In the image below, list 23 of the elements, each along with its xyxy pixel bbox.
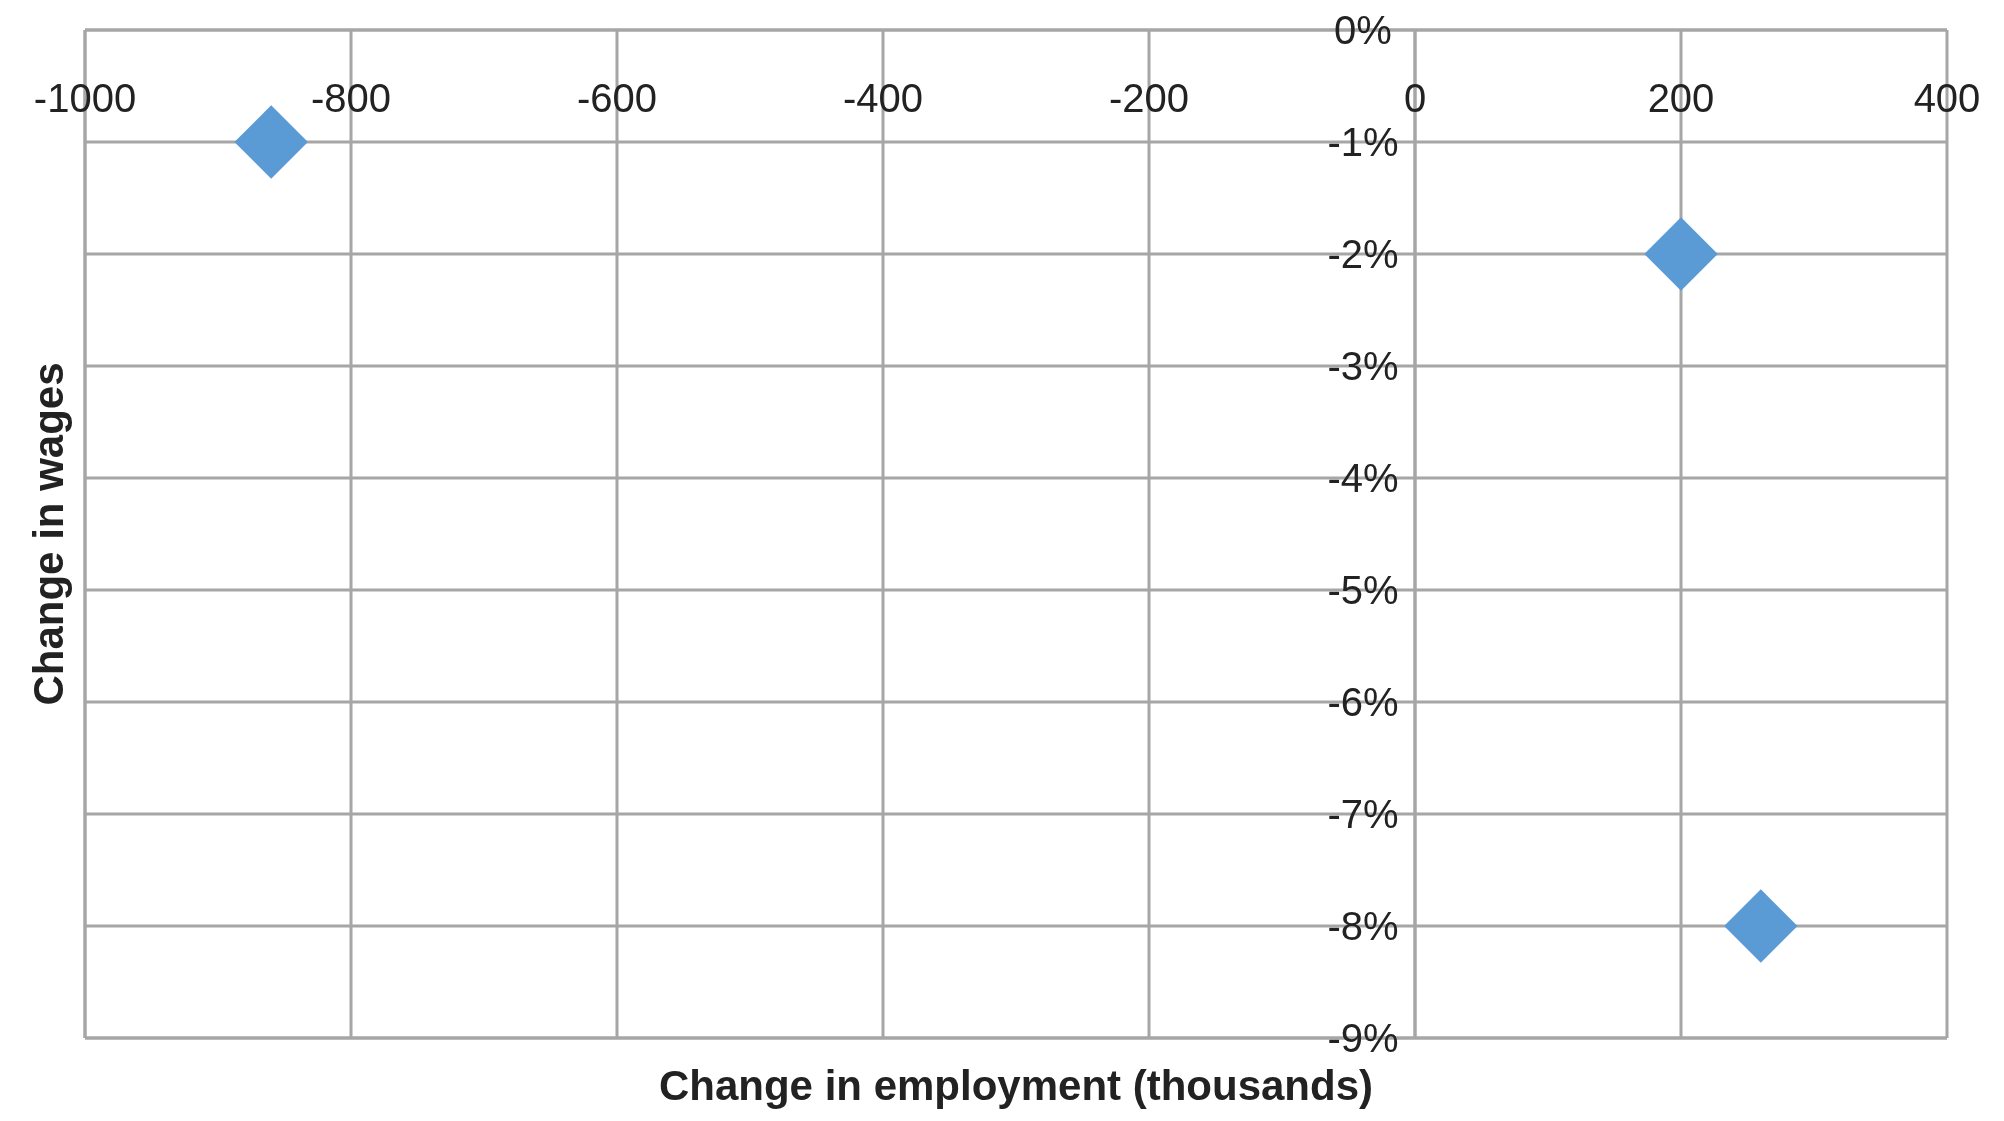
y-tick-label: -5% bbox=[1327, 568, 1399, 612]
x-tick-label: -200 bbox=[1108, 76, 1190, 120]
y-tick-label: -7% bbox=[1327, 792, 1399, 836]
y-tick-label: -1% bbox=[1327, 120, 1399, 164]
y-tick-label: -3% bbox=[1327, 344, 1399, 388]
y-tick-label: 0% bbox=[1334, 8, 1392, 52]
x-tick-label: 200 bbox=[1647, 76, 1715, 120]
y-axis-title: Change in wages bbox=[25, 362, 72, 706]
x-tick-label: 400 bbox=[1913, 76, 1981, 120]
x-tick-label: -400 bbox=[842, 76, 924, 120]
x-tick-label: -600 bbox=[576, 76, 658, 120]
point bbox=[1644, 217, 1718, 291]
y-tick-label: -2% bbox=[1327, 232, 1399, 276]
y-tick-label: -8% bbox=[1327, 904, 1399, 948]
x-tick-label: 0 bbox=[1403, 76, 1427, 120]
point bbox=[1724, 889, 1798, 963]
point bbox=[234, 105, 308, 179]
x-tick-label: -1000 bbox=[33, 76, 137, 120]
y-tick-label: -9% bbox=[1327, 1016, 1399, 1060]
x-tick-label: -800 bbox=[310, 76, 392, 120]
x-axis-title: Change in employment (thousands) bbox=[658, 1062, 1374, 1109]
y-tick-label: -4% bbox=[1327, 456, 1399, 500]
y-tick-label: -6% bbox=[1327, 680, 1399, 724]
